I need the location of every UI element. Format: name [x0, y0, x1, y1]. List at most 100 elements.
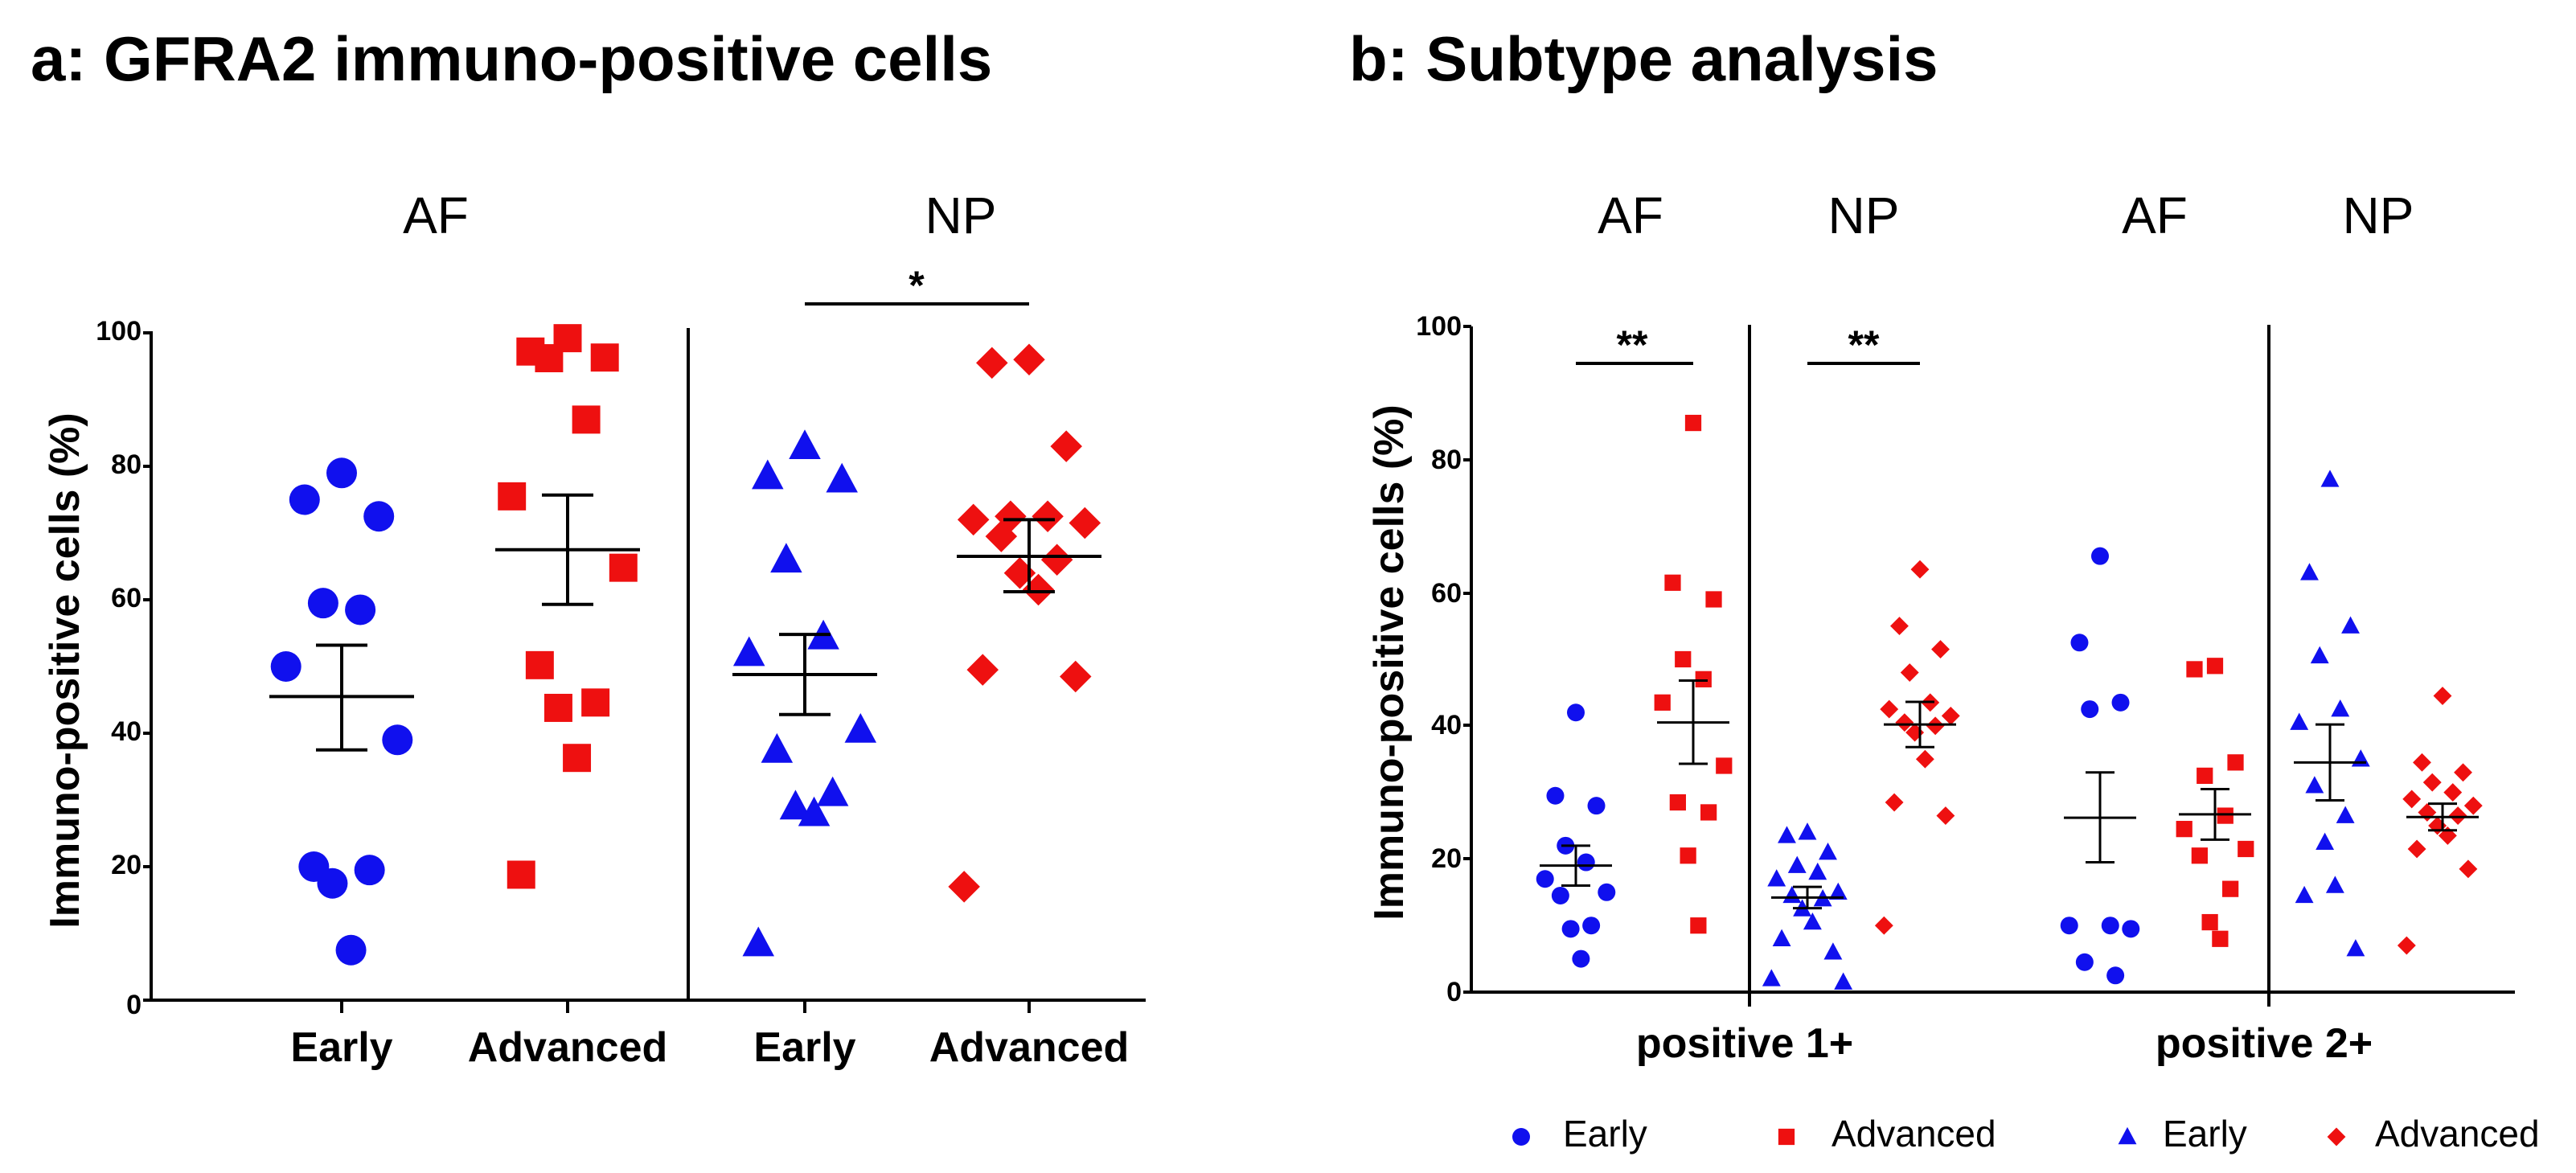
series-positive-1-af-early [1536, 703, 1616, 968]
data-point [966, 654, 999, 686]
data-point [2320, 470, 2340, 487]
data-point [1013, 343, 1045, 375]
data-point [2122, 920, 2140, 938]
panel-a-ytick-100: 100 [96, 316, 142, 347]
data-point [1772, 929, 1791, 946]
panel-a-ytick-60: 60 [111, 583, 142, 613]
data-point [1782, 885, 1802, 904]
data-point [2217, 807, 2233, 824]
series-positive-2-af-advanced [2176, 658, 2254, 947]
data-point [1716, 757, 1733, 774]
data-point [2407, 839, 2426, 859]
data-point [1819, 843, 1837, 860]
data-point [1577, 853, 1595, 872]
data-point [563, 744, 592, 773]
series-positive-2-af-early [2060, 547, 2140, 985]
data-point [732, 636, 765, 666]
panel-a-xlabel-np-advanced: Advanced [929, 1024, 1130, 1071]
data-point [590, 343, 619, 372]
data-point [2422, 773, 2442, 792]
panel-b-xlabel-positive-1: positive 1+ [1636, 1020, 1853, 1067]
panel-a-y-ticks: 0 20 40 60 80 100 [96, 316, 142, 1020]
data-point [1690, 917, 1707, 934]
legend-square-icon [1778, 1128, 1795, 1146]
data-point [2197, 767, 2213, 785]
series-positive-1-np-advanced [1874, 560, 1960, 935]
data-point [2341, 616, 2360, 634]
data-point [2111, 693, 2130, 712]
panel-b-legend: Early Advanced Early Advanced [1512, 1113, 2540, 1155]
legend-circle-icon [1512, 1128, 1530, 1146]
data-point [779, 790, 812, 820]
data-point [2176, 821, 2192, 838]
data-point [742, 926, 775, 957]
data-point [2201, 913, 2218, 931]
data-point [1695, 671, 1712, 687]
data-point [1931, 640, 1950, 659]
panel-a-title: a: GFRA2 immuno-positive cells [31, 23, 992, 94]
data-point [1587, 797, 1606, 815]
data-point [957, 503, 990, 536]
data-point [1834, 972, 1853, 990]
data-point [2418, 803, 2437, 822]
data-point [1684, 414, 1702, 432]
data-point [1654, 694, 1671, 711]
panel-b-y-ticks: 0 20 40 60 80 100 [1416, 311, 1462, 1007]
data-point [2459, 859, 2478, 879]
data-point [2448, 806, 2467, 826]
data-point [2070, 634, 2089, 652]
data-point [2227, 754, 2244, 771]
data-point [770, 543, 802, 573]
data-point [985, 520, 1018, 552]
data-point [2443, 783, 2463, 802]
panel-b-ytick-40: 40 [1431, 710, 1462, 740]
data-point [1675, 650, 1692, 668]
panel-a-xlabel-af-early: Early [290, 1024, 392, 1071]
data-point [289, 484, 320, 515]
panel-b-significance-label-2: ** [1848, 322, 1880, 367]
panel-b-group-label-2-np: NP [2343, 187, 2414, 244]
data-point [2454, 763, 2472, 782]
data-point [1551, 886, 1569, 904]
data-point [2300, 563, 2319, 580]
data-point [326, 457, 357, 489]
legend-label-advanced-diamond: Advanced [2375, 1113, 2540, 1155]
data-point [1032, 500, 1064, 533]
series-positive-2-np-advanced [2397, 687, 2483, 955]
data-point [1664, 574, 1681, 591]
data-point [535, 344, 564, 373]
data-point [498, 482, 527, 511]
data-point [2212, 930, 2229, 947]
data-point [1915, 749, 1934, 769]
data-point [1536, 870, 1554, 888]
data-point [2351, 749, 2370, 767]
data-point [382, 724, 413, 756]
data-point [1069, 507, 1101, 539]
series-af-early [269, 457, 414, 966]
data-point [363, 501, 395, 532]
panel-a-group-label-af: AF [403, 187, 469, 244]
data-point [1778, 826, 1796, 843]
data-point [2346, 939, 2365, 957]
panel-b-title: b: Subtype analysis [1349, 23, 1938, 94]
data-point [2222, 880, 2239, 897]
panel-b-y-axis-title: Immuno-positive cells (%) [1366, 404, 1413, 920]
data-point [2186, 661, 2203, 678]
data-point [1669, 794, 1686, 811]
data-point [2413, 753, 2431, 772]
data-point [948, 871, 980, 903]
data-point [1787, 855, 1807, 873]
data-point [2075, 953, 2094, 971]
legend-label-advanced-square: Advanced [1832, 1113, 1996, 1155]
data-point [1680, 847, 1696, 864]
data-point [789, 429, 821, 460]
panel-b-ytick-0: 0 [1446, 977, 1462, 1007]
panel-b-group-label-1-af: AF [1598, 187, 1663, 244]
data-point [2402, 790, 2422, 809]
data-point [844, 712, 877, 743]
data-point [1895, 713, 1914, 732]
panel-b-group-label-2-af: AF [2122, 187, 2188, 244]
data-point [2091, 547, 2109, 565]
legend-markers [1512, 1126, 2346, 1146]
data-point [761, 732, 794, 763]
